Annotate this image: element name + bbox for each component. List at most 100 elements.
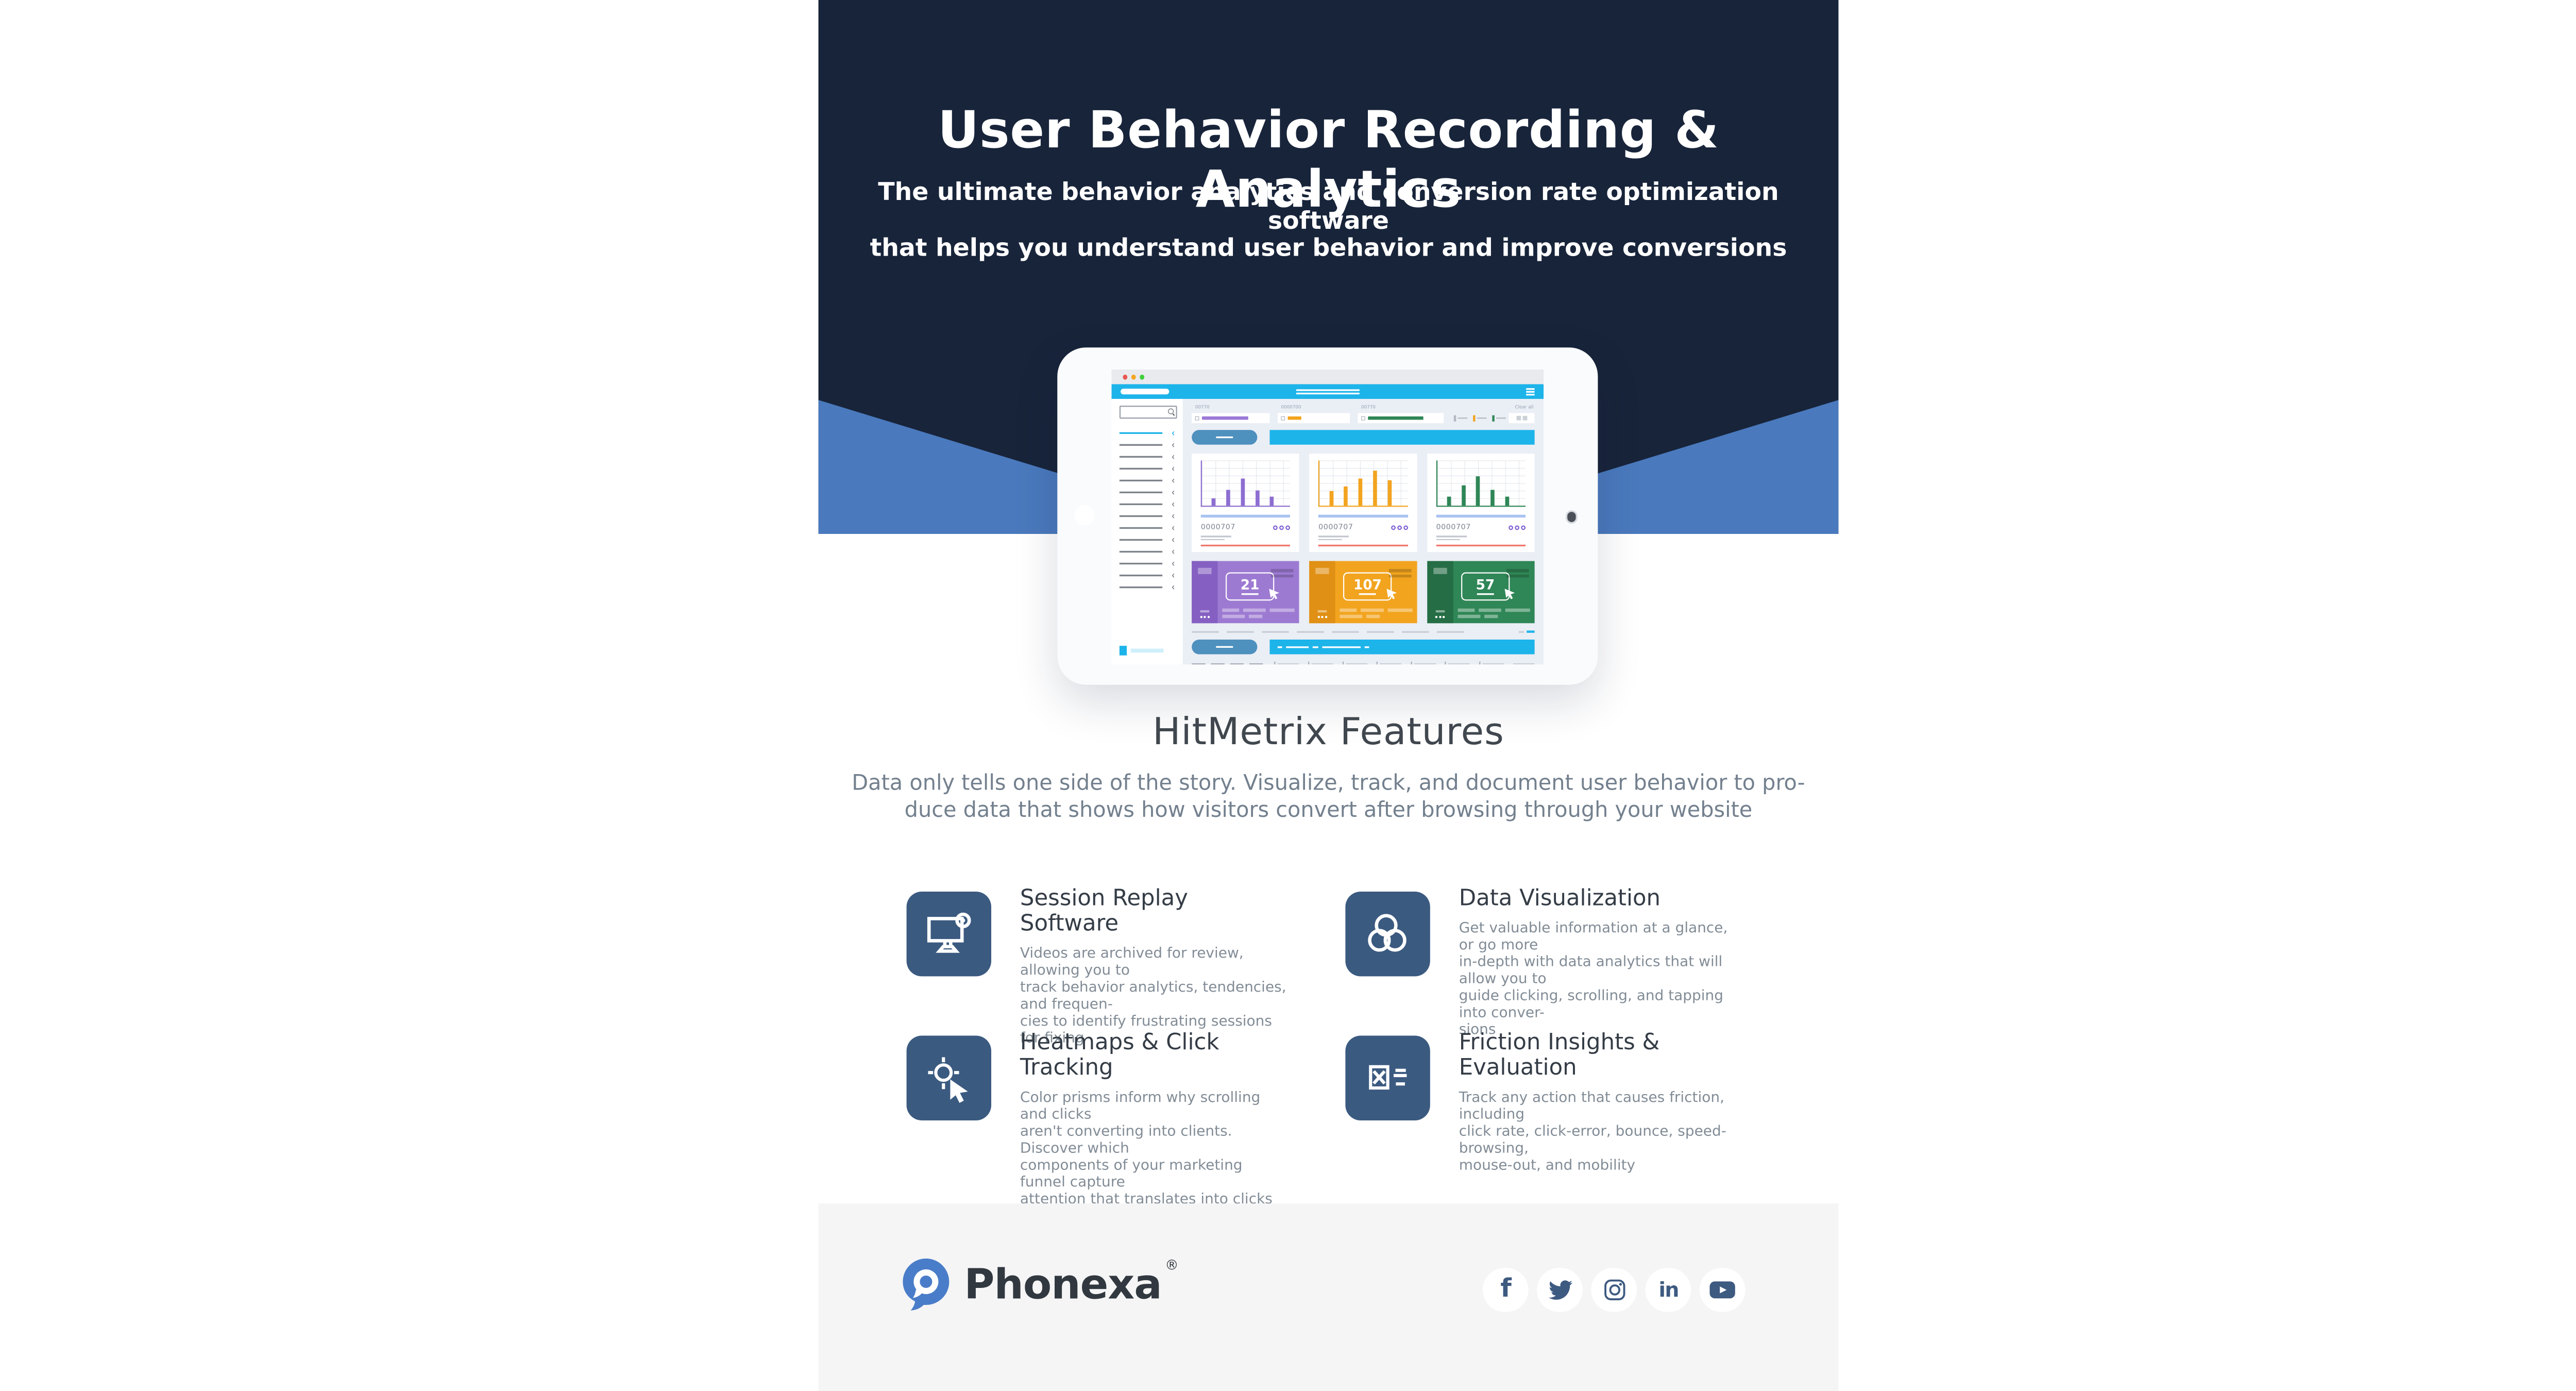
filter-chip-purple[interactable] xyxy=(1192,413,1270,424)
feature-body-line: cies to identify frustrating sessions fo… xyxy=(1020,1013,1272,1048)
dash-cyan-bar xyxy=(1269,430,1535,445)
features-grid: Session Replay Software Videos are archi… xyxy=(906,886,1739,1209)
dash-logo-placeholder xyxy=(1121,389,1170,395)
content-column: User Behavior Recording & Analytics The … xyxy=(818,0,1839,1391)
feature-body-line: aren't converting into clients. Discover… xyxy=(1020,1124,1232,1158)
heatmap-crosshair-cursor-icon xyxy=(906,1035,992,1120)
filter-label-1: 00770 xyxy=(1195,404,1210,410)
cursor-arrow-icon xyxy=(1504,589,1515,599)
feature-title: Friction Insights & Evaluation xyxy=(1459,1030,1660,1082)
sidebar-footer-block xyxy=(1119,646,1127,656)
options-dots-icon[interactable] xyxy=(1273,525,1291,530)
session-replay-monitor-icon xyxy=(906,891,992,977)
checkbox-icon[interactable] xyxy=(1281,416,1285,421)
dash-action-row-bottom xyxy=(1192,640,1535,655)
stat-card-green[interactable]: 57 xyxy=(1427,561,1535,624)
feature-body-line: Get valuable information at a glance, or… xyxy=(1459,920,1728,954)
features-description-line-2: duce data that shows how visitors conver… xyxy=(904,797,1753,823)
facebook-icon[interactable]: f xyxy=(1483,1267,1529,1313)
subtitle-line-2: that helps you understand user behavior … xyxy=(870,236,1787,263)
stat-card-purple[interactable]: 21 xyxy=(1192,561,1299,624)
filter-chip-green[interactable] xyxy=(1358,413,1444,424)
linkedin-icon[interactable]: in xyxy=(1646,1267,1691,1313)
features-description-line-1: Data only tells one side of the story. V… xyxy=(852,769,1805,795)
filter-chip-orange[interactable] xyxy=(1277,413,1350,424)
active-page-marker[interactable] xyxy=(1527,630,1535,633)
tablet-mockup: ‹ ‹ ‹ ‹ ‹ ‹ ‹ ‹ ‹ ‹ ‹ ‹ ‹ ‹ 00770 0000700 00770 xyxy=(1057,347,1598,685)
dash-secondary-button[interactable] xyxy=(1192,640,1258,655)
feature-body-line: components of your marketing funnel capt… xyxy=(1020,1158,1243,1192)
dash-main-panel: 00770 0000700 00770 Clear all xyxy=(1182,398,1544,665)
registered-mark: ® xyxy=(1165,1257,1179,1272)
feature-body-line: click rate, click-error, bounce, speed-b… xyxy=(1459,1124,1726,1158)
dash-sidebar: ‹ ‹ ‹ ‹ ‹ ‹ ‹ ‹ ‹ ‹ ‹ ‹ ‹ ‹ xyxy=(1111,398,1183,665)
subtitle-line-1: The ultimate behavior analytics and conv… xyxy=(878,179,1779,235)
options-dots-icon[interactable] xyxy=(1509,525,1526,530)
chart-meta-id: 0000707 xyxy=(1200,523,1236,532)
phonexa-logo[interactable]: Phonexa ® xyxy=(900,1255,1179,1313)
feature-body-line: Track any action that causes friction, i… xyxy=(1459,1090,1725,1124)
chart-card-green: 0000707 xyxy=(1427,454,1535,552)
checkbox-icon[interactable] xyxy=(1195,416,1199,421)
clear-all-link[interactable]: Clear all xyxy=(1515,404,1534,410)
stat-card-orange[interactable]: 107 xyxy=(1309,561,1417,624)
feature-body-line: Videos are archived for review, allowing… xyxy=(1020,946,1244,980)
cursor-arrow-icon xyxy=(1386,589,1397,599)
dash-table-header-row xyxy=(1192,630,1535,633)
feature-body-line: guide clicking, scrolling, and tapping i… xyxy=(1459,988,1724,1023)
dash-search-input[interactable] xyxy=(1119,406,1177,419)
dash-stat-row: 21 107 xyxy=(1192,561,1535,624)
mini-bar-chart xyxy=(1436,460,1526,507)
dash-sidebar-footer xyxy=(1119,646,1164,656)
dash-app-header xyxy=(1111,384,1544,399)
cursor-arrow-icon xyxy=(1269,589,1280,599)
tablet-home-button xyxy=(1566,512,1576,522)
page-title: User Behavior Recording & Analytics xyxy=(938,102,1719,221)
dash-bottom-row xyxy=(1192,661,1535,665)
mini-bar-chart xyxy=(1318,460,1408,507)
social-links: f in xyxy=(1483,1267,1745,1313)
footer: Phonexa ® f in xyxy=(818,1203,1839,1391)
dash-header-lines xyxy=(1296,389,1360,396)
features-heading: HitMetrix Features xyxy=(1153,712,1504,755)
dash-sidebar-menu[interactable]: ‹ ‹ ‹ ‹ ‹ ‹ ‹ ‹ ‹ ‹ ‹ ‹ ‹ ‹ xyxy=(1119,427,1175,593)
filter-label-2: 0000700 xyxy=(1281,404,1301,410)
youtube-icon[interactable] xyxy=(1700,1267,1745,1313)
window-zoom-dot[interactable] xyxy=(1140,374,1145,380)
twitter-icon[interactable] xyxy=(1537,1267,1583,1313)
stat-value: 107 xyxy=(1353,577,1382,593)
hamburger-menu-icon[interactable] xyxy=(1526,388,1535,397)
dash-filter-row xyxy=(1192,413,1535,424)
table-header-dashes xyxy=(1192,631,1464,633)
dash-filter-labels: 00770 0000700 00770 Clear all xyxy=(1192,405,1534,412)
dash-action-row-top xyxy=(1192,430,1535,445)
dashboard-screenshot: ‹ ‹ ‹ ‹ ‹ ‹ ‹ ‹ ‹ ‹ ‹ ‹ ‹ ‹ 00770 0000700 00770 xyxy=(1111,369,1544,665)
chart-meta-id: 0000707 xyxy=(1318,523,1353,532)
stat-value: 21 xyxy=(1240,577,1260,593)
chart-card-orange: 0000707 xyxy=(1309,454,1417,552)
page-subtitle: The ultimate behavior analytics and conv… xyxy=(819,180,1839,264)
dash-primary-button[interactable] xyxy=(1192,430,1258,445)
feature-card-data-visualization: Data Visualization Get valuable informat… xyxy=(1345,886,1738,1039)
feature-body-line: track behavior analytics, tendencies, an… xyxy=(1020,979,1286,1014)
sidebar-footer-line xyxy=(1130,648,1164,653)
chart-card-purple: 0000707 xyxy=(1192,454,1299,552)
view-toggle-card[interactable] xyxy=(1509,413,1535,424)
window-close-dot[interactable] xyxy=(1123,374,1128,380)
feature-body-line: sions xyxy=(1459,1022,1496,1040)
options-dots-icon[interactable] xyxy=(1391,525,1408,530)
feature-body-line: mouse-out, and mobility xyxy=(1459,1158,1636,1175)
mini-bar-chart xyxy=(1200,460,1291,507)
feature-title: Data Visualization xyxy=(1459,886,1661,912)
feature-card-heatmaps: Heatmaps & Click Tracking Color prisms i… xyxy=(906,1031,1292,1209)
window-minimize-dot[interactable] xyxy=(1131,374,1136,380)
chart-meta-id: 0000707 xyxy=(1436,523,1471,532)
friction-report-icon xyxy=(1345,1035,1430,1120)
feature-body-line: Color prisms inform why scrolling and cl… xyxy=(1020,1090,1261,1124)
checkbox-icon[interactable] xyxy=(1361,416,1365,421)
feature-body-line: in-depth with data analytics that will a… xyxy=(1459,954,1723,988)
dash-chart-row: 0000707 0000707 xyxy=(1192,454,1535,552)
dash-legend xyxy=(1453,415,1506,422)
instagram-icon[interactable] xyxy=(1591,1267,1637,1313)
